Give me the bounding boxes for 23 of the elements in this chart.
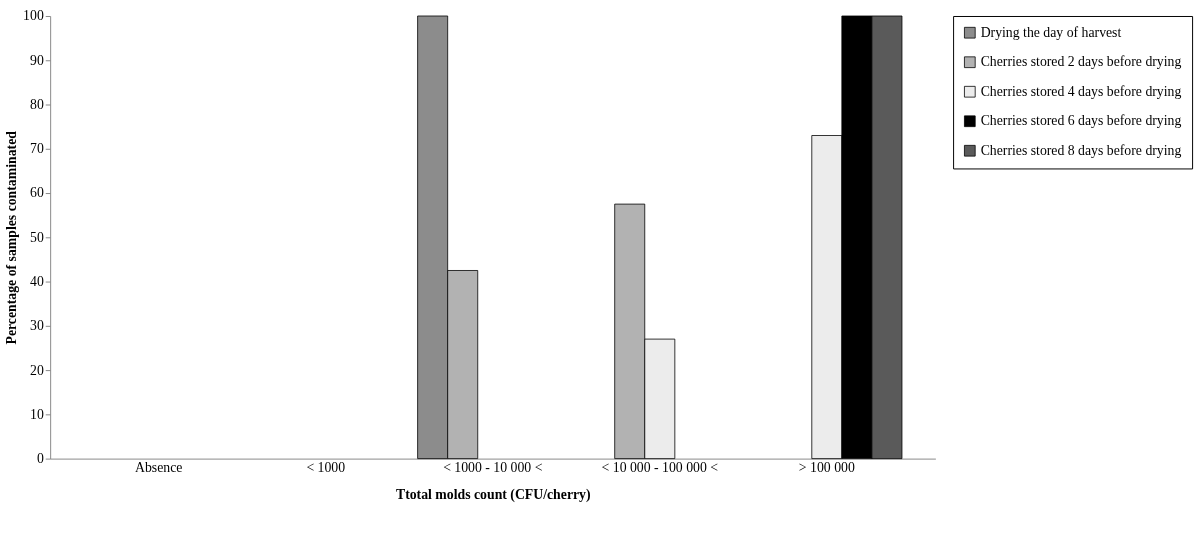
legend-label: Cherries stored 4 days before drying: [980, 83, 1182, 99]
y-tick-label: 90: [30, 52, 44, 68]
legend-label: Cherries stored 6 days before drying: [980, 113, 1182, 129]
y-tick-label: 100: [23, 8, 44, 24]
x-tick-label: < 1000 - 10 000 <: [443, 459, 543, 475]
y-tick-label: 20: [30, 362, 44, 378]
x-tick-label: Absence: [135, 459, 183, 475]
y-axis-title: Percentage of samples contaminated: [4, 130, 20, 345]
y-tick-label: 10: [30, 406, 44, 422]
x-tick-label: < 1000: [306, 459, 346, 475]
y-tick-label: 30: [30, 318, 44, 334]
legend-label: Drying the day of harvest: [980, 24, 1122, 40]
y-tick-label: 80: [30, 96, 44, 112]
y-tick-label: 40: [30, 273, 44, 289]
legend-label: Cherries stored 8 days before drying: [980, 142, 1182, 158]
x-tick-label: > 100 000: [798, 459, 855, 475]
y-tick-label: 60: [30, 185, 44, 201]
x-axis-title: Ttotal molds count (CFU/cherry): [395, 487, 591, 504]
x-tick-label: < 10 000 - 100 000 <: [601, 459, 719, 475]
y-tick-label: 0: [36, 451, 44, 467]
y-tick-label: 50: [30, 229, 44, 245]
legend-label: Cherries stored 2 days before drying: [980, 54, 1182, 70]
y-tick-label: 70: [30, 141, 44, 157]
